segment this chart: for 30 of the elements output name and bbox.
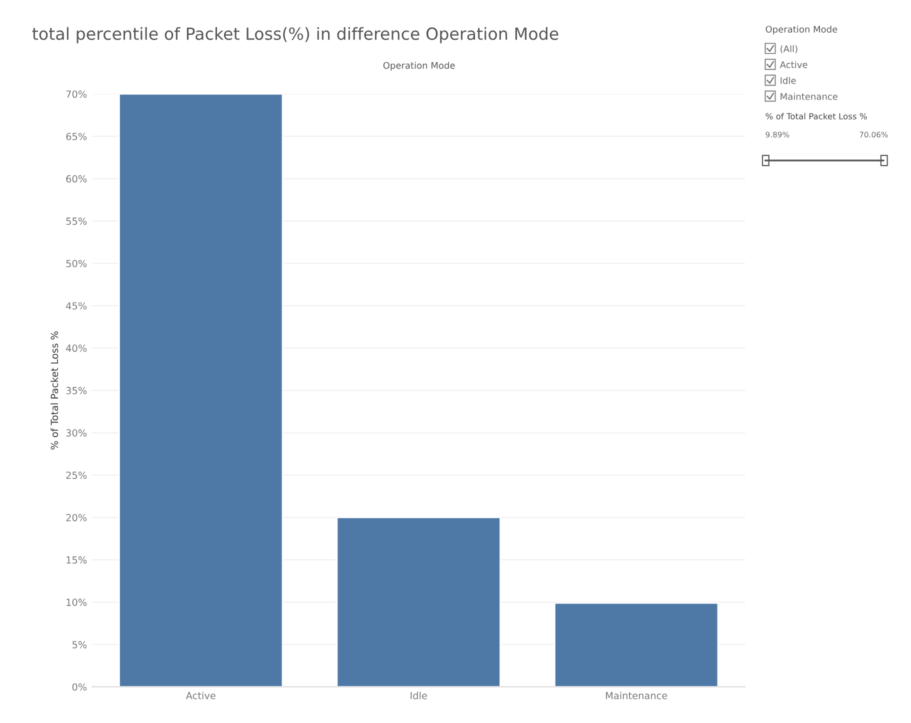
chart-title: total percentile of Packet Loss(%) in difference Operation Mode xyxy=(32,27,558,44)
y-tick-label: 35% xyxy=(66,386,87,394)
text: Operation Mode xyxy=(766,26,838,34)
y-tick-label: 5% xyxy=(72,640,87,648)
text: Maintenance xyxy=(780,92,838,100)
y-tick-label: 15% xyxy=(66,556,87,564)
bar xyxy=(554,602,719,687)
y-tick-label: 40% xyxy=(66,344,87,352)
y-axis-title: % of Total Packet Loss % xyxy=(50,331,58,450)
text: (All) xyxy=(780,45,798,54)
x-tick-label: Idle xyxy=(410,692,427,700)
text: % of Total Packet Loss % xyxy=(766,112,867,120)
y-tick-label: 55% xyxy=(66,218,87,225)
y-tick-label: 10% xyxy=(66,598,87,606)
y-tick-label: 70% xyxy=(66,90,87,98)
bar xyxy=(336,516,501,687)
x-tick-label: Active xyxy=(186,692,216,700)
y-tick-label: 45% xyxy=(66,302,87,310)
x-tick-label: Maintenance xyxy=(606,692,668,700)
y-tick-label: 0% xyxy=(72,683,87,691)
bar xyxy=(118,94,284,687)
y-tick-label: 25% xyxy=(66,472,87,479)
x-axis-title: Operation Mode xyxy=(383,62,455,71)
y-tick-label: 20% xyxy=(66,514,87,522)
y-tick-label: 50% xyxy=(66,260,87,268)
text: Active xyxy=(780,61,808,68)
y-tick-label: 60% xyxy=(66,175,87,183)
y-tick-label: 30% xyxy=(66,429,87,437)
y-tick-label: 65% xyxy=(66,132,87,140)
text: Idle xyxy=(780,77,796,84)
